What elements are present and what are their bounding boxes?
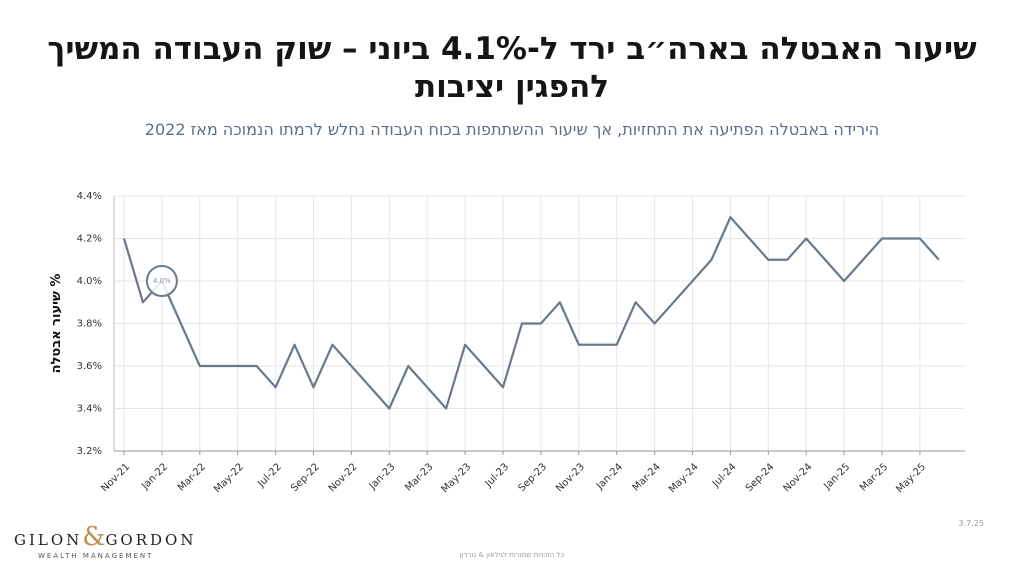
y-tick-label: 4.4% [77,191,102,202]
y-tick-label: 3.6% [77,361,102,372]
x-tick-label: May-22 [212,461,246,495]
y-tick-label: 4.2% [77,234,102,245]
data-label: 4.0% [153,277,171,285]
logo-word: GILON [14,531,83,549]
x-tick-label: Mar-23 [403,461,435,493]
x-tick-label: Sep-22 [289,461,322,494]
y-tick-label: 3.4% [77,404,102,415]
x-tick-label: Nov-23 [554,461,587,494]
x-tick-label: Nov-24 [781,461,814,494]
logo-amp: & [82,522,106,552]
x-tick-label: Jan-25 [821,461,852,492]
x-tick-label: Jan-22 [139,461,170,492]
x-tick-label: Sep-23 [516,461,549,494]
x-tick-label: Jan-24 [594,461,625,492]
y-axis-label: % שיעור אבטלה [49,274,64,374]
logo: GILON&GORDON [14,522,196,552]
logo-word: GORDON [105,531,197,549]
y-tick-label: 3.8% [77,319,102,330]
y-tick-label: 3.2% [77,446,102,457]
footer: כל הזכויות שמורות לגילאון & גורדון [459,551,565,559]
x-tick-label: Sep-24 [744,461,777,494]
x-tick-label: Jan-23 [367,461,398,492]
tagline: WEALTH MANAGEMENT [38,552,154,560]
line [122,216,940,410]
x-tick-label: May-23 [440,461,474,495]
x-tick-label: Mar-24 [631,461,663,493]
x-tick-label: May-24 [667,461,701,495]
chart-subtitle: הירידה באבטלה הפתיעה את התחזיות, אך שיעו… [144,120,880,139]
x-tick-label: May-25 [894,461,928,495]
x-tick-label: Jul-23 [483,461,512,490]
x-tick-label: Jul-24 [710,461,739,490]
annotation-circle [145,265,178,297]
x-tick-label: Nov-22 [327,461,360,494]
x-tick-label: Mar-25 [858,461,890,493]
y-tick-label: 4.0% [77,276,102,287]
chart-title: שיעור האבטלה בארה״ב ירד ל-4.1% ביוני – ש… [47,31,977,105]
x-tick-label: Mar-22 [176,461,208,493]
x-tick-label: Nov-21 [99,461,132,494]
date: 3.7.25 [958,519,984,528]
x-tick-label: Jul-22 [255,461,284,490]
